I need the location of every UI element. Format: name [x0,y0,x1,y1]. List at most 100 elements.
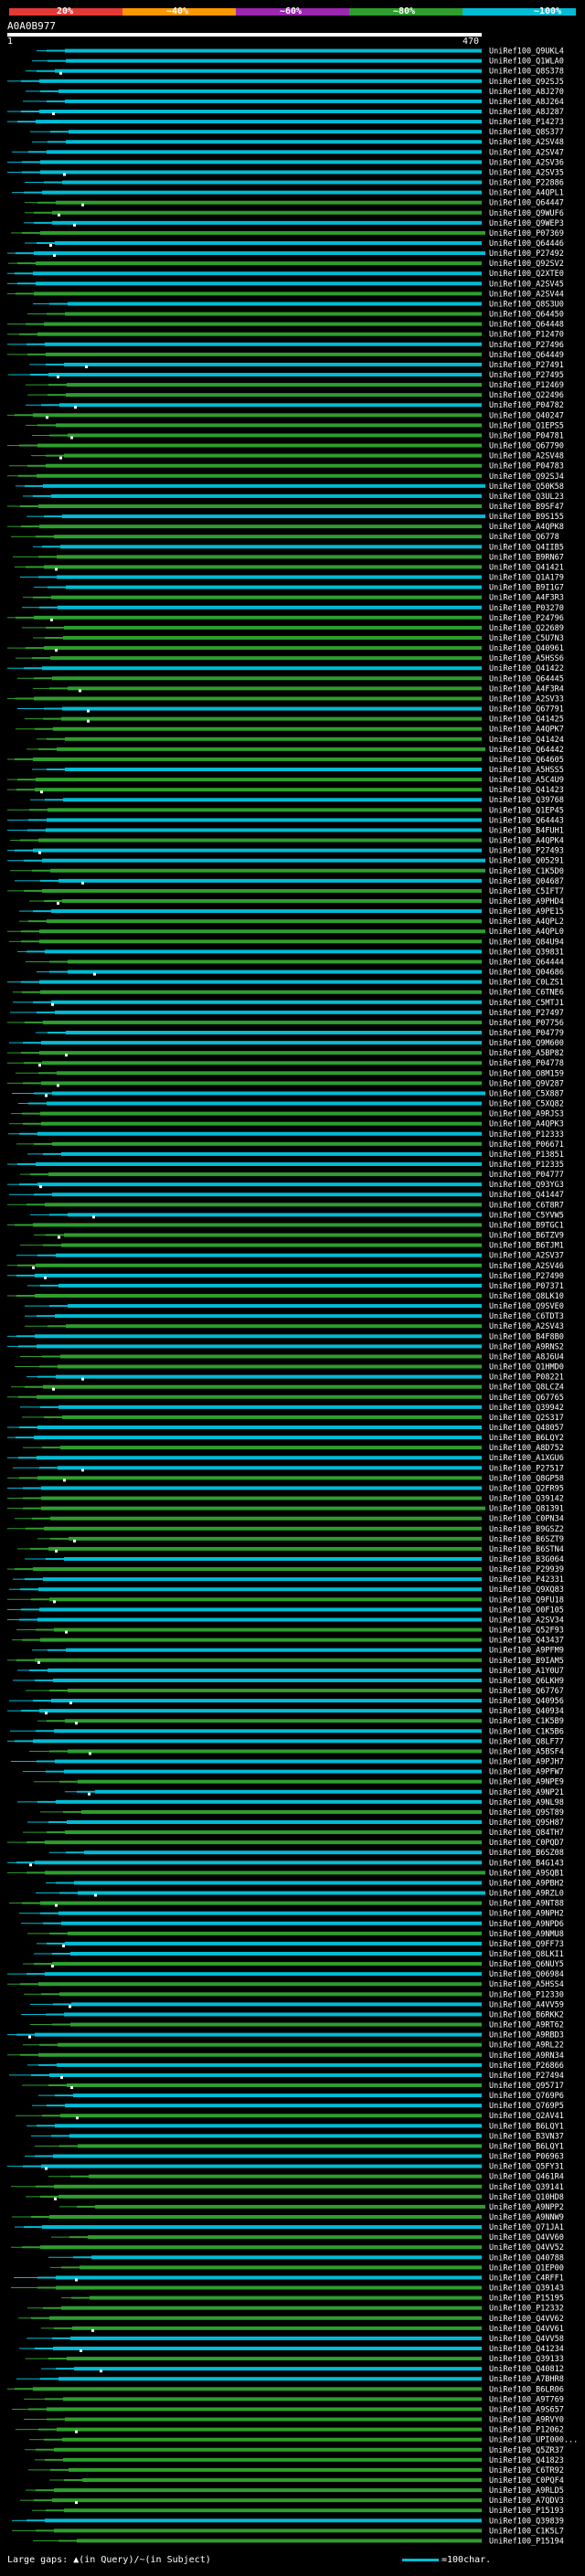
hit-label[interactable]: UniRef100_A1XGU6 [489,1454,564,1463]
hit-row[interactable]: UniRef100_O8M159 [16,1069,564,1078]
hit-label[interactable]: UniRef100_A1Y0U7 [489,1667,564,1676]
hit-row[interactable]: UniRef100_Q4VV61 [41,2325,564,2334]
hit-row[interactable]: UniRef100_B9I1G7 [34,584,564,593]
hit-label[interactable]: UniRef100_A9RN34 [489,2051,564,2061]
hit-label[interactable]: UniRef100_Q39839 [489,2517,564,2526]
hit-label[interactable]: UniRef100_A9NMU8 [489,1930,564,1939]
hit-row[interactable]: UniRef100_Q9FU18 [7,1595,564,1605]
hit-row[interactable]: UniRef100_A9RLD5 [26,2486,564,2496]
hit-row[interactable]: UniRef100_A9NNW9 [12,2213,564,2222]
hit-row[interactable]: UniRef100_Q8S378 [26,68,564,77]
hit-label[interactable]: UniRef100_Q9FF73 [489,1940,564,1949]
hit-row[interactable]: UniRef100_A4F3R4 [33,684,564,694]
hit-row[interactable]: UniRef100_A2SV43 [25,1322,564,1331]
hit-label[interactable]: UniRef100_P27493 [489,847,564,856]
hit-label[interactable]: UniRef100_B9TGC1 [489,1221,564,1230]
hit-label[interactable]: UniRef100_Q2AV41 [489,2112,564,2121]
hit-row[interactable]: UniRef100_P12330 [24,1990,564,1999]
hit-label[interactable]: UniRef100_Q41234 [489,2345,564,2354]
hit-label[interactable]: UniRef100_Q43437 [489,1637,564,1646]
hit-row[interactable]: UniRef100_P22886 [25,179,564,188]
hit-row[interactable]: UniRef100_B9IAM5 [7,1657,564,1666]
hit-label[interactable]: UniRef100_A8D752 [489,1444,564,1453]
hit-label[interactable]: UniRef100_A4F3R3 [489,594,564,603]
hit-row[interactable]: UniRef100_Q9ST89 [40,1808,564,1818]
hit-label[interactable]: UniRef100_Q9FU18 [489,1595,564,1605]
hit-label[interactable]: UniRef100_B6SZ08 [489,1849,564,1858]
hit-row[interactable]: UniRef100_Q41425 [25,716,564,725]
hit-label[interactable]: UniRef100_Q10HD8 [489,2193,564,2202]
hit-label[interactable]: UniRef100_P06671 [489,1140,564,1150]
hit-label[interactable]: UniRef100_A5HSS4 [489,1980,564,1989]
hit-label[interactable]: UniRef100_Q67790 [489,442,564,451]
hit-label[interactable]: UniRef100_P04781 [489,431,564,440]
hit-row[interactable]: UniRef100_A8J6U4 [20,1352,564,1362]
hit-row[interactable]: UniRef100_Q84TH7 [23,1829,564,1838]
hit-label[interactable]: UniRef100_A9RVY0 [489,2416,564,2425]
hit-row[interactable]: UniRef100_A5BP82 [7,1049,564,1058]
hit-label[interactable]: UniRef100_Q93YG3 [489,1181,564,1190]
hit-label[interactable]: UniRef100_P08221 [489,1373,564,1383]
hit-row[interactable]: UniRef100_Q1EP00 [50,2263,564,2273]
hit-label[interactable]: UniRef100_Q8LK10 [489,1292,564,1301]
hit-label[interactable]: UniRef100_A9NPD6 [489,1920,564,1929]
hit-label[interactable]: UniRef100_Q9WEP3 [489,219,564,228]
hit-label[interactable]: UniRef100_Q48057 [489,1424,564,1433]
hit-row[interactable]: UniRef100_Q1EPS5 [26,421,564,430]
hit-row[interactable]: UniRef100_B6STN4 [17,1545,564,1554]
hit-label[interactable]: UniRef100_Q39142 [489,1495,564,1504]
hit-label[interactable]: UniRef100_P27495 [489,371,564,380]
hit-row[interactable]: UniRef100_B9GSZ2 [7,1525,564,1534]
hit-row[interactable]: UniRef100_B6LQY2 [7,1434,564,1443]
hit-row[interactable]: UniRef100_Q769P5 [32,2102,564,2111]
hit-label[interactable]: UniRef100_C1K5B6 [489,1727,564,1736]
hit-row[interactable]: UniRef100_Q05291 [7,857,564,866]
hit-row[interactable]: UniRef100_P12332 [27,2305,564,2314]
hit-row[interactable]: UniRef100_Q71JA1 [15,2223,564,2232]
hit-row[interactable]: UniRef100_A4QPL1 [12,189,564,198]
hit-label[interactable]: UniRef100_Q1EPS5 [489,421,564,430]
hit-row[interactable]: UniRef100_A8J287 [7,108,564,117]
hit-row[interactable]: UniRef100_Q41447 [9,1191,564,1200]
hit-row[interactable]: UniRef100_Q40788 [48,2253,564,2263]
hit-label[interactable]: UniRef100_B9IAM5 [489,1657,564,1666]
hit-row[interactable]: UniRef100_A4VV59 [30,2000,564,2009]
hit-row[interactable]: UniRef100_O0F105 [7,1606,564,1615]
hit-label[interactable]: UniRef100_Q4VV58 [489,2335,564,2344]
hit-label[interactable]: UniRef100_Q64450 [489,311,564,320]
hit-label[interactable]: UniRef100_A9NNW9 [489,2213,564,2222]
hit-label[interactable]: UniRef100_A4QPK7 [489,726,564,735]
hit-label[interactable]: UniRef100_Q52F93 [489,1627,564,1636]
hit-row[interactable]: UniRef100_Q4VV62 [18,2315,564,2324]
hit-label[interactable]: UniRef100_A9SQB1 [489,1869,564,1878]
hit-label[interactable]: UniRef100_A4QPK4 [489,837,564,846]
hit-label[interactable]: UniRef100_A9RLD5 [489,2486,564,2496]
hit-label[interactable]: UniRef100_B6TJM1 [489,1242,564,1251]
hit-label[interactable]: UniRef100_Q8LF77 [489,1737,564,1746]
hit-row[interactable]: UniRef100_A2SV45 [7,280,564,289]
hit-label[interactable]: UniRef100_Q2XTE0 [489,270,564,279]
hit-label[interactable]: UniRef100_A2SV44 [489,290,564,299]
hit-row[interactable]: UniRef100_C0LZS1 [7,979,564,988]
hit-label[interactable]: UniRef100_A9RT62 [489,2021,564,2030]
hit-row[interactable]: UniRef100_A4QPK7 [16,726,564,735]
hit-label[interactable]: UniRef100_P04778 [489,1059,564,1068]
hit-label[interactable]: UniRef100_A2SV43 [489,1322,564,1331]
hit-row[interactable]: UniRef100_Q64450 [27,311,564,320]
hit-row[interactable]: UniRef100_Q6NUY5 [23,1960,564,1969]
hit-row[interactable]: UniRef100_Q8LF77 [7,1737,564,1746]
hit-row[interactable]: UniRef100_Q9M600 [9,1039,564,1048]
hit-row[interactable]: UniRef100_Q64445 [17,674,564,684]
hit-label[interactable]: UniRef100_P27490 [489,1272,564,1281]
hit-row[interactable]: UniRef100_Q4VV60 [51,2233,564,2242]
hit-label[interactable]: UniRef100_Q4VV60 [489,2233,564,2242]
hit-row[interactable]: UniRef100_P08221 [27,1373,564,1383]
hit-row[interactable]: UniRef100_P15194 [33,2537,564,2546]
hit-row[interactable]: UniRef100_Q06984 [7,1970,564,1979]
hit-label[interactable]: UniRef100_A9NL98 [489,1798,564,1807]
hit-label[interactable]: UniRef100_O0F105 [489,1606,564,1615]
hit-row[interactable]: UniRef100_A2SV48 [32,138,564,147]
hit-row[interactable]: UniRef100_Q41424 [37,736,564,745]
hit-label[interactable]: UniRef100_P12470 [489,331,564,340]
hit-label[interactable]: UniRef100_P42331 [489,1575,564,1585]
